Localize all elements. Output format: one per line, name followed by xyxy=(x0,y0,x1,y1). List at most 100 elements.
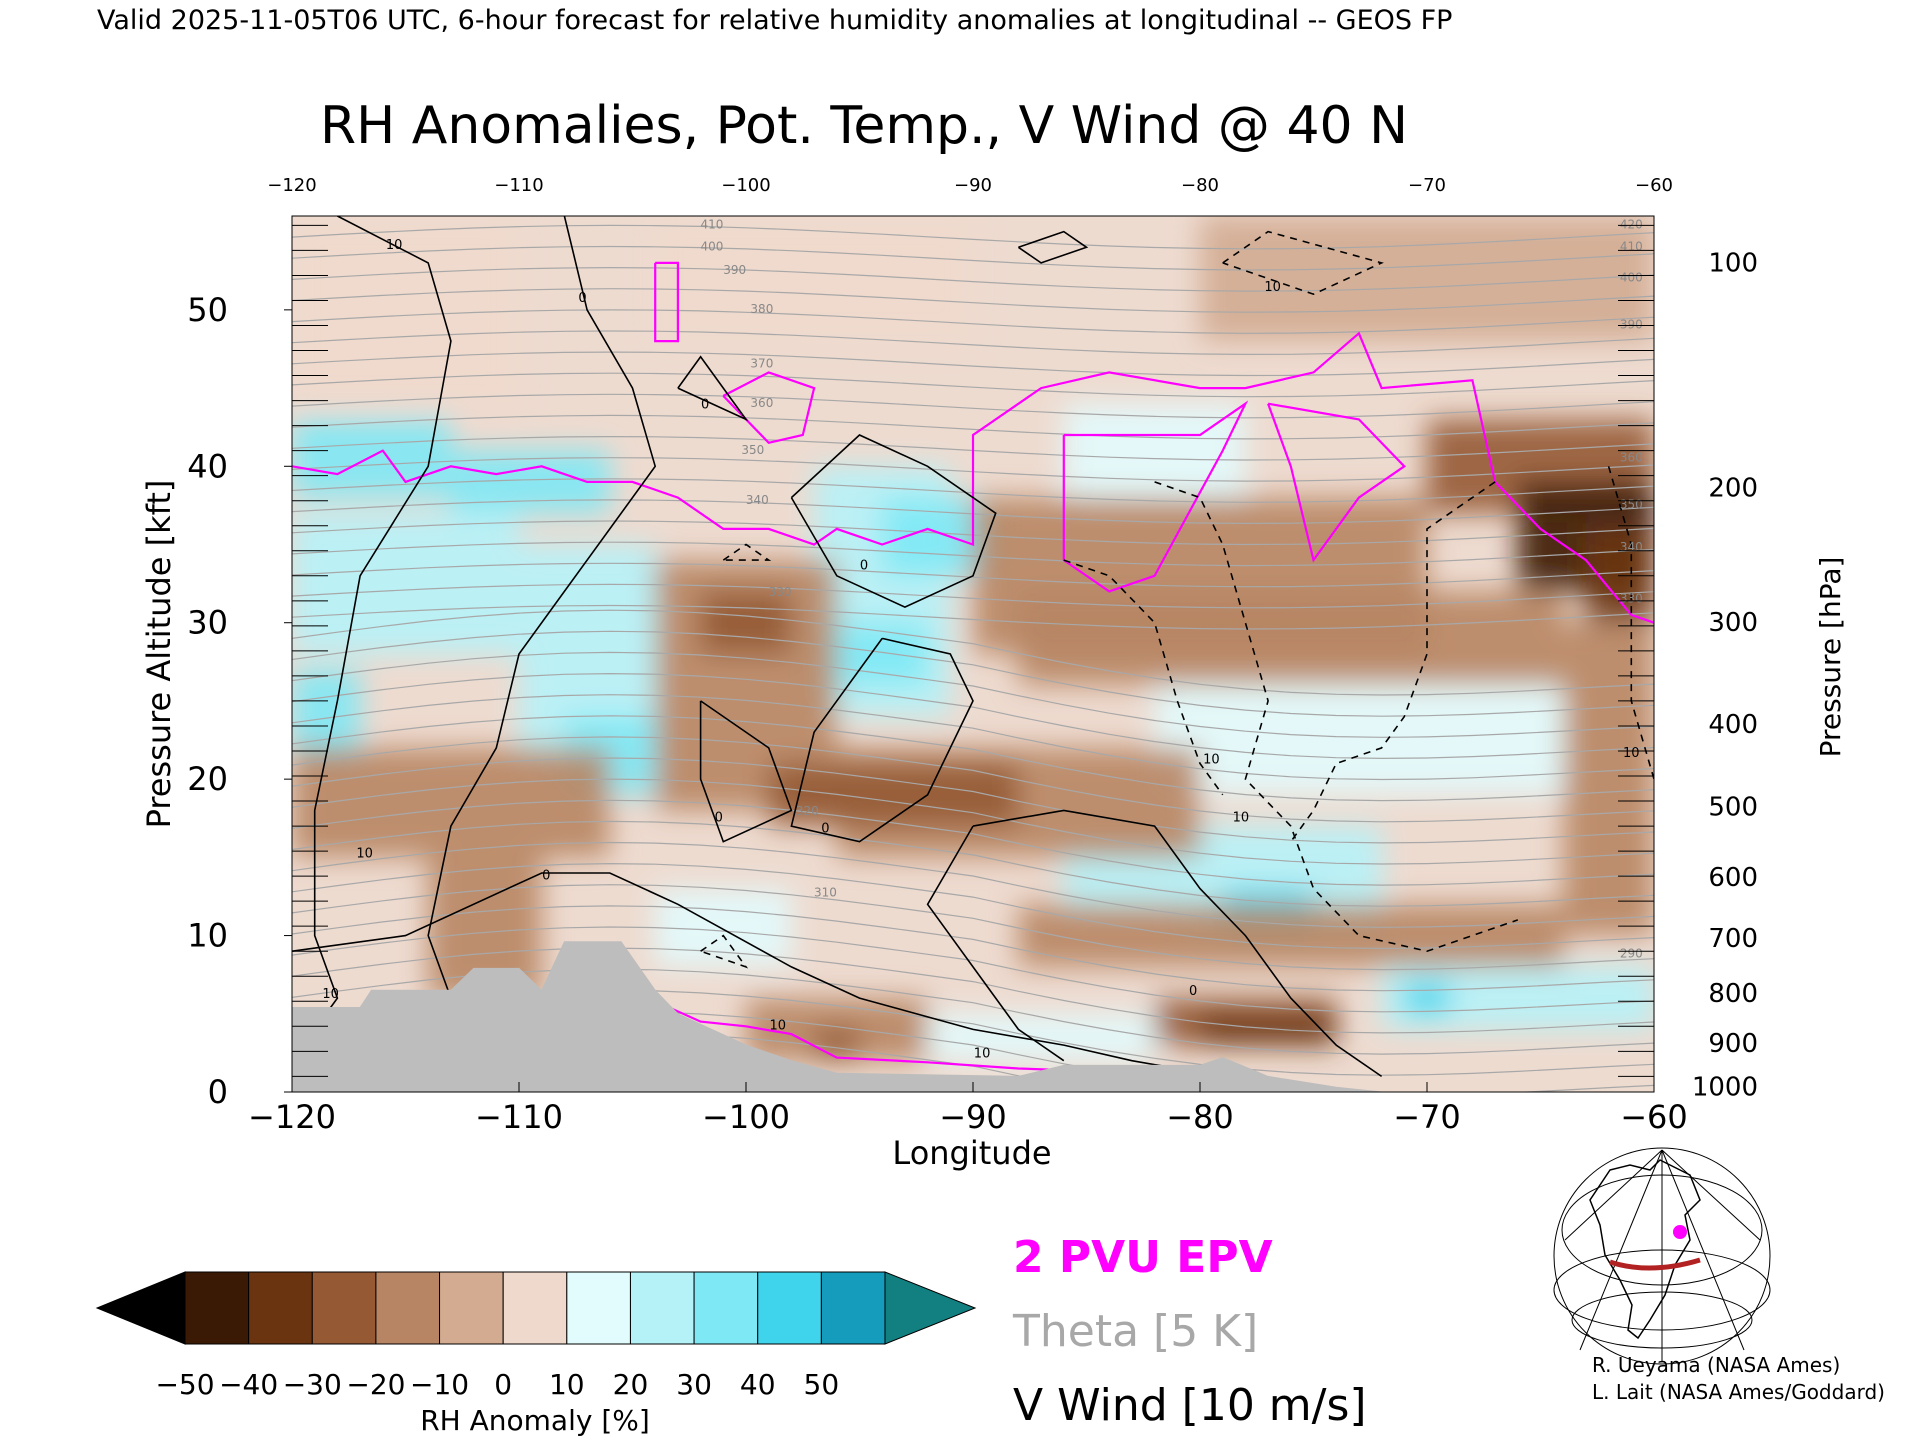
v-wind-contour xyxy=(699,700,793,843)
y-tick-right-label: 700 xyxy=(1708,924,1758,954)
y-tick-left-label: 0 xyxy=(208,1073,228,1111)
theta-label: 410 xyxy=(700,218,723,232)
colorbar-under-arrow xyxy=(95,1271,186,1345)
x-tick-label: −90 xyxy=(939,1098,1007,1136)
y-tick-right-label: 300 xyxy=(1708,608,1758,638)
theta-contour xyxy=(292,799,1654,886)
v-wind-contour xyxy=(926,825,1065,1062)
theta-label: 390 xyxy=(1620,318,1643,332)
map-section-line xyxy=(1609,1257,1701,1271)
rh-anomaly-field xyxy=(292,216,1654,1061)
y-tick-left-label: 50 xyxy=(187,291,228,329)
v-wind-label: 0 xyxy=(1189,984,1197,999)
map-marker xyxy=(1673,1225,1687,1239)
x-tick-top-label: −100 xyxy=(721,175,770,196)
colorbar-tick-label: −40 xyxy=(219,1368,278,1401)
theta-contour xyxy=(292,372,1654,398)
theta-label: 400 xyxy=(1620,271,1643,285)
theta-label: 420 xyxy=(1620,218,1643,232)
epv-2pvu-contour xyxy=(1267,402,1406,563)
v-wind-label: 10 xyxy=(386,238,403,253)
pressure-tick-marks xyxy=(292,224,1654,1077)
anomaly-cell xyxy=(768,763,1019,827)
credit-line-1: R. Ueyama (NASA Ames) xyxy=(1592,1353,1840,1377)
x-tick-top-label: −70 xyxy=(1408,175,1446,196)
colorbar-segment xyxy=(439,1271,504,1345)
theta-label: 360 xyxy=(1620,451,1643,465)
anomaly-cell xyxy=(1563,622,1654,936)
theta-contour xyxy=(292,604,1654,630)
x-axis-top: −120 −110 −100 −90 −80 −70 −60 xyxy=(267,175,1673,196)
colorbar-tick-label: 50 xyxy=(804,1368,840,1401)
theta-contour xyxy=(292,224,1654,250)
v-wind-contour xyxy=(313,216,452,1030)
legend-epv: 2 PVU EPV xyxy=(1013,1232,1273,1283)
theta-label: 290 xyxy=(1620,946,1643,960)
colorbar-segment xyxy=(757,1271,822,1345)
v-wind-contour xyxy=(790,434,997,608)
theta-contour xyxy=(292,245,1654,271)
epv-2pvu-contour xyxy=(1062,400,1249,593)
legend-theta: Theta [5 K] xyxy=(1012,1306,1258,1357)
v-wind-label: 10 xyxy=(974,1047,991,1062)
anomaly-cell xyxy=(1404,982,1450,1014)
y-axis-left-label: Pressure Altitude [kft] xyxy=(140,480,178,829)
v-wind-contour xyxy=(1063,559,1224,796)
anomaly-cell xyxy=(836,622,928,686)
colorbar-tick-label: −30 xyxy=(283,1368,342,1401)
x-tick-top-label: −60 xyxy=(1635,175,1673,196)
colorbar-tick-label: 40 xyxy=(740,1368,776,1401)
colorbar: −50 −40 −30 −20 −10 0 10 20 30 40 50 xyxy=(95,1271,977,1401)
x-tick-top-label: −120 xyxy=(267,175,316,196)
v-wind-contour xyxy=(1154,481,1519,953)
theta-contour xyxy=(292,736,1654,823)
v-wind-label: 0 xyxy=(578,291,586,306)
v-wind-contour xyxy=(1017,230,1089,264)
terrain xyxy=(292,941,1654,1092)
theta-contour xyxy=(292,309,1654,334)
colorbar-segment xyxy=(566,1271,631,1345)
theta-label: 360 xyxy=(750,396,773,410)
theta-contour xyxy=(292,288,1654,313)
colorbar-segment xyxy=(248,1271,313,1345)
x-tick-label: −100 xyxy=(702,1098,790,1136)
colorbar-segment xyxy=(184,1271,250,1345)
theta-contour xyxy=(292,541,1654,567)
theta-label: 350 xyxy=(1620,498,1643,512)
v-wind-contour xyxy=(1607,466,1654,780)
theta-contour xyxy=(292,778,1654,865)
credit-line-2: L. Lait (NASA Ames/Goddard) xyxy=(1592,1380,1885,1404)
theta-label: 330 xyxy=(769,585,792,599)
v-wind-contour xyxy=(1290,481,1496,843)
v-wind-contour xyxy=(1222,230,1384,296)
colorbar-tick-label: 10 xyxy=(549,1368,585,1401)
terrain-fill xyxy=(292,941,1654,1092)
anomaly-cell xyxy=(927,1013,1155,1061)
v-wind-label: 10 xyxy=(1233,810,1250,825)
anomaly-cell xyxy=(814,1029,860,1061)
anomaly-cell xyxy=(1200,1013,1337,1046)
theta-contour xyxy=(292,694,1654,781)
y-axis-right: 100 200 300 400 500 600 700 800 900 1000 xyxy=(1692,248,1758,1102)
x-tick-label: −80 xyxy=(1166,1098,1234,1136)
v-wind-label: 10 xyxy=(1203,753,1220,768)
y-axis-left: 0 10 20 30 40 50 xyxy=(187,291,292,1111)
y-tick-left-label: 10 xyxy=(187,917,228,955)
theta-contour xyxy=(292,841,1654,928)
anomaly-cell xyxy=(1018,904,1564,967)
theta-contour xyxy=(292,947,1654,1034)
theta-label: 330 xyxy=(1620,591,1643,605)
anomaly-cell xyxy=(1018,591,1564,686)
v-wind-label: 10 xyxy=(1264,280,1281,295)
epv-2pvu-contour xyxy=(654,261,679,343)
colorbar-tick-label: −20 xyxy=(346,1368,405,1401)
theta-label: 340 xyxy=(746,493,769,507)
v-wind-label: 0 xyxy=(821,821,829,836)
theta-label: 400 xyxy=(700,239,723,253)
theta-contour xyxy=(292,393,1654,419)
y-tick-left-label: 20 xyxy=(187,760,228,798)
contour-labels: 4104003903803703603503403303203104204104… xyxy=(322,218,1642,1062)
theta-label: 310 xyxy=(814,885,837,899)
v-wind-contour xyxy=(677,355,749,422)
